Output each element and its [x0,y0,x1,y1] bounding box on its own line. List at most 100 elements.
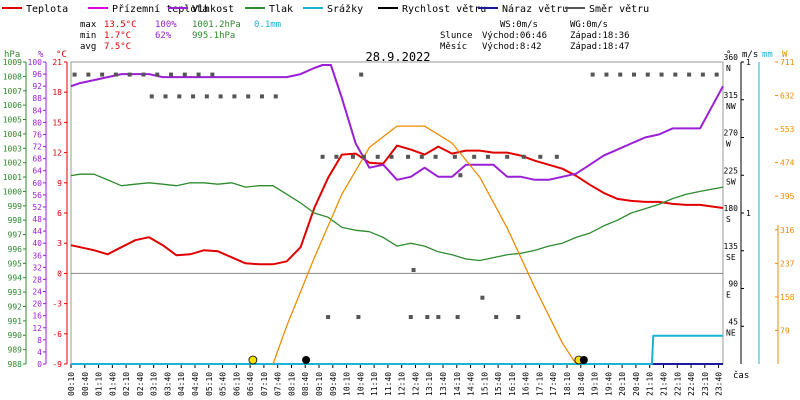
compass-label: SW [726,177,736,186]
x-tick-label: 07:40 [274,372,283,396]
humidity-tick-label: 0 [37,360,42,369]
humidity-tick-label: 40 [32,239,42,248]
stats-max-rain: 0.1mm [254,20,281,30]
x-tick-label: 01:10 [95,372,104,396]
temp-tick-label: 9 [57,179,62,188]
wind-direction-point [645,72,650,77]
wind-direction-point [604,72,609,77]
x-tick-label: 03:10 [150,372,159,396]
humidity-tick-label: 52 [32,203,42,212]
wind-direction-point [361,154,366,159]
solar-tick-label: 474 [780,159,795,168]
humidity-tick-label: 88 [32,94,42,103]
pressure-tick-label: 1008 [3,72,22,81]
humidity-tick-label: 80 [32,118,42,127]
wind-direction-point [86,72,91,77]
pressure-tick-label: 992 [8,302,23,311]
x-tick-label: 12:40 [411,372,420,396]
unit-hpa: hPa [4,50,20,60]
stats-min-label: min [80,31,96,41]
x-tick-label: 02:40 [136,372,145,396]
wind-direction-point [320,154,325,159]
temp-tick-label: 21 [52,58,62,67]
series-layer [70,64,724,365]
wind-direction-point [204,94,209,99]
x-tick-label: 11:10 [370,372,379,396]
stats-max-press: 1001.2hPa [192,20,241,30]
temp-tick-label: -3 [52,300,62,309]
pressure-tick-label: 1002 [3,159,22,168]
ms-tick-label: 1 [746,58,751,67]
legend-label-naraz-vetru: Náraz větru [502,3,568,15]
humidity-tick-label: 12 [32,324,42,333]
x-tick-label: 08:40 [301,372,310,396]
wind-direction-point [218,94,223,99]
compass-label: SE [726,253,736,262]
wind-direction-point [182,72,187,77]
x-tick-label: 00:10 [67,372,76,396]
moonrise-moonset-marker [302,356,311,364]
x-tick-label: 13:10 [425,372,434,396]
humidity-tick-label: 64 [32,167,42,176]
wind-direction-point [191,94,196,99]
direction-tick-label: 90 [728,280,738,289]
wind-direction-point [210,72,215,77]
compass-label: N [726,64,731,73]
wind-direction-point [177,94,182,99]
wind-direction-point [155,72,160,77]
stats-sun-set: Západ:18:36 [570,31,630,41]
wind-direction-point [480,295,485,300]
solar-tick-label: 395 [780,192,795,201]
x-tick-label: 13:40 [439,372,448,396]
unit-dir: ° [726,50,731,60]
pressure-tick-label: 1000 [3,187,22,196]
sunrise-sunset-marker [248,355,258,365]
temp-tick-label: 12 [52,149,62,158]
chart-title: 28.9.2022 [365,50,430,64]
humidity-tick-label: 28 [32,275,42,284]
wind-direction-point [521,154,526,159]
x-tick-label: 23:10 [701,372,710,396]
solar-tick-label: 316 [780,226,795,235]
x-tick-label: 01:40 [108,372,117,396]
wind-direction-point [458,173,463,178]
stats-min-press: 995.1hPa [192,31,235,41]
pressure-tick-label: 988 [8,360,23,369]
wind-direction-point [169,72,174,77]
humidity-tick-label: 60 [32,179,42,188]
stats-max-label: max [80,20,97,30]
humidity-tick-label: 92 [32,82,42,91]
series-tlak [70,173,724,262]
wind-direction-point [436,315,441,320]
wind-direction-point [554,154,559,159]
solar-tick-label: 237 [780,259,795,268]
pressure-tick-label: 1005 [3,116,22,125]
x-tick-label: 21:10 [646,372,655,396]
series-vlhkost [70,64,724,181]
temp-tick-label: 3 [57,239,62,248]
pressure-tick-label: 990 [8,331,23,340]
stats-max-hum: 100% [155,20,177,30]
x-tick-label: 06:40 [246,372,255,396]
wind-direction-point [232,94,237,99]
compass-label: NE [726,328,736,337]
x-tick-label: 20:40 [632,372,641,396]
x-tick-label: 04:10 [177,372,186,396]
humidity-tick-label: 76 [32,130,42,139]
solar-tick-label: 632 [780,92,795,101]
unit-pct: % [38,50,44,60]
x-tick-label: 09:40 [329,372,338,396]
wind-direction-point [375,154,380,159]
pressure-tick-label: 998 [8,216,23,225]
stats-wg: WG:0m/s [570,20,608,30]
xaxis-label: čas [733,370,749,381]
pressure-tick-label: 1001 [3,173,22,182]
wind-direction-point [196,72,201,77]
wind-direction-point [714,72,719,77]
wind-direction-point [113,72,118,77]
legend-label-srazky: Srážky [327,3,363,15]
wind-direction-point [72,72,77,77]
wind-direction-point [659,72,664,77]
pressure-tick-label: 1006 [3,101,22,110]
legend-label-smer-vetru: Směr větru [589,3,649,15]
